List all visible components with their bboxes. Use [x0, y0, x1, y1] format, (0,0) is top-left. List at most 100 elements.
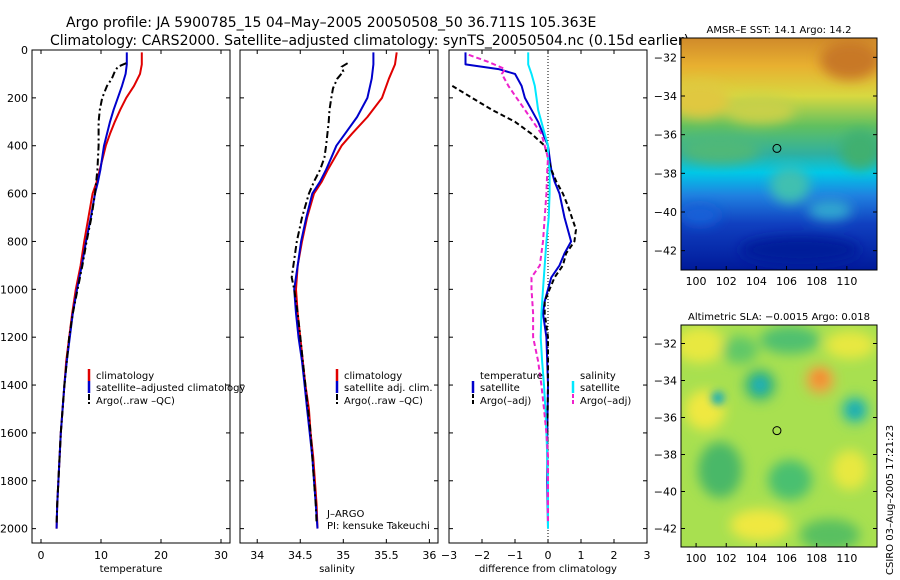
map-y-tick-label: −40	[654, 486, 677, 499]
legend-label-climatology: climatology	[96, 371, 154, 382]
pi-annotation: PI: kensuke Takeuchi	[327, 521, 430, 532]
y-tick-label: 1400	[0, 379, 28, 392]
map-y-tick-label: −42	[654, 245, 677, 258]
temperature-axes-frame	[31, 49, 231, 544]
legend-label-sal-argo: Argo(–adj)	[580, 396, 631, 407]
y-tick-label: 1600	[0, 427, 28, 440]
legend-label-sal-satellite: satellite	[580, 383, 620, 394]
temperature-x-axis: 0 10 20 30	[38, 50, 228, 562]
map-x-tick-label: 104	[746, 275, 767, 288]
y-tick-label: 1200	[0, 331, 28, 344]
x-tick-label: 1	[578, 549, 585, 562]
map-y-tick-label: −38	[654, 449, 677, 462]
series-line-satellite-adj-clim	[293, 52, 375, 529]
side-timestamp-label: CSIRO 03–Aug–2005 17:21:23	[885, 425, 896, 575]
x-tick-label: −2	[474, 549, 490, 562]
y-tick-label: 2000	[0, 523, 28, 536]
salinity-x-label: salinity	[319, 564, 355, 575]
map-y-tick-label: −32	[654, 338, 677, 351]
legend-label-argo: Argo(..raw –QC)	[96, 396, 175, 407]
figure-title-line2: Climatology: CARS2000. Satellite–adjuste…	[50, 33, 689, 49]
sla-map-panel: Altimetric SLA: −0.0015 Argo: 0.018	[654, 312, 878, 565]
map-y-tick-label: −36	[654, 129, 677, 142]
sla-map-frame	[680, 324, 878, 548]
salinity-series	[290, 52, 398, 529]
map-x-tick-label: 108	[806, 275, 827, 288]
map-x-tick-label: 102	[716, 552, 737, 565]
difference-legend-temperature: temperature satellite Argo(–adj)	[471, 371, 543, 407]
map-y-tick-label: −36	[654, 412, 677, 425]
y-tick-label: 0	[21, 44, 28, 57]
x-tick-label: 35.5	[374, 549, 399, 562]
series-line-climatology	[295, 52, 398, 529]
y-tick-label: 600	[7, 188, 28, 201]
map-y-tick-label: −32	[654, 51, 677, 64]
map-y-tick-label: −42	[654, 523, 677, 536]
map-y-tick-label: −34	[654, 375, 677, 388]
sla-map-axes: 100 102 104 106 108 110 −32 −34 −36 −38 −40 −42	[654, 338, 877, 565]
series-line-salinity-argo-adj	[468, 53, 549, 524]
legend-label-climatology: climatology	[344, 371, 402, 382]
salinity-legend: climatology satellite adj. clim. Argo(..…	[335, 369, 433, 407]
x-tick-label: 34	[250, 549, 264, 562]
legend-label-satellite-adj: satellite adj. clim.	[344, 383, 433, 394]
salinity-panel: 34 34.5 35 35.5 36 salinity climatology sate…	[239, 49, 439, 575]
map-x-tick-label: 102	[716, 275, 737, 288]
x-tick-label: 10	[94, 549, 108, 562]
sst-map-panel: AMSR–E SST: 14.1 Argo: 14.2 100 102 104 106…	[654, 25, 878, 288]
figure-title-line1: Argo profile: JA 5900785_15 04–May–2005 …	[66, 15, 596, 31]
map-x-tick-label: 104	[746, 552, 767, 565]
x-tick-label: 20	[154, 549, 168, 562]
series-line-argo-raw-qc	[290, 62, 349, 524]
temperature-x-label: temperature	[100, 564, 163, 575]
sst-map-axes: 100 102 104 106 108 110 −32 −34 −36 −38 −40 −42	[654, 51, 877, 288]
legend-label-satellite-adjusted: satellite–adjusted climatology	[96, 383, 245, 394]
y-tick-label: 800	[7, 235, 28, 248]
series-line-salinity-satellite	[527, 52, 551, 529]
map-y-tick-label: −34	[654, 90, 677, 103]
program-annotation: J–ARGO	[326, 509, 364, 520]
sla-heatmap	[681, 325, 877, 547]
series-line-satellite-adjusted-climatology	[55, 52, 128, 529]
difference-x-axis: −3 −2 −1 0 1 2 3	[441, 50, 651, 562]
difference-panel: −3 −2 −1 0 1 2 3 difference from climatology t…	[441, 49, 651, 575]
map-x-tick-label: 108	[806, 552, 827, 565]
salinity-x-axis: 34 34.5 35 35.5 36	[250, 50, 436, 562]
sst-map-title: AMSR–E SST: 14.1 Argo: 14.2	[706, 25, 851, 36]
salinity-y-ticks	[240, 49, 438, 530]
sla-argo-position-marker	[772, 426, 782, 436]
sst-argo-position-marker	[772, 143, 782, 153]
legend-label-temp-argo: Argo(–adj)	[480, 396, 531, 407]
legend-label-argo: Argo(..raw –QC)	[344, 396, 423, 407]
temperature-series	[55, 52, 143, 529]
map-x-tick-label: 100	[686, 275, 707, 288]
difference-legend-salinity: salinity satellite Argo(–adj)	[571, 371, 631, 407]
temperature-legend: climatology satellite–adjusted climatolo…	[87, 369, 245, 407]
x-tick-label: 2	[611, 549, 618, 562]
map-x-tick-label: 106	[776, 552, 797, 565]
y-tick-label: 1800	[0, 475, 28, 488]
x-tick-label: 34.5	[288, 549, 313, 562]
difference-x-label: difference from climatology	[479, 564, 617, 575]
difference-series	[451, 52, 577, 529]
map-x-tick-label: 100	[686, 552, 707, 565]
series-line-argo-raw-qc	[55, 62, 127, 524]
sst-map-frame	[680, 37, 878, 271]
series-line-temperature-argo-adj	[451, 85, 577, 524]
x-tick-label: 0	[545, 549, 552, 562]
x-tick-label: −3	[441, 549, 457, 562]
map-x-tick-label: 110	[836, 275, 857, 288]
x-tick-label: 36	[422, 549, 436, 562]
legend-label-temp-satellite: satellite	[480, 383, 520, 394]
y-tick-label: 1000	[0, 283, 28, 296]
y-tick-label: 400	[7, 140, 28, 153]
map-x-tick-label: 110	[836, 552, 857, 565]
sla-map-title: Altimetric SLA: −0.0015 Argo: 0.018	[688, 312, 870, 323]
map-y-tick-label: −40	[654, 206, 677, 219]
temperature-panel: 0 200 400 600 800 1000 1200 1400 1600 1800 2000 0 1…	[0, 44, 245, 575]
difference-y-ticks	[449, 49, 647, 530]
x-tick-label: 0	[38, 549, 45, 562]
depth-axis: 0 200 400 600 800 1000 1200 1400 1600 1800 2000	[0, 44, 230, 536]
legend-title-salinity: salinity	[580, 371, 616, 382]
